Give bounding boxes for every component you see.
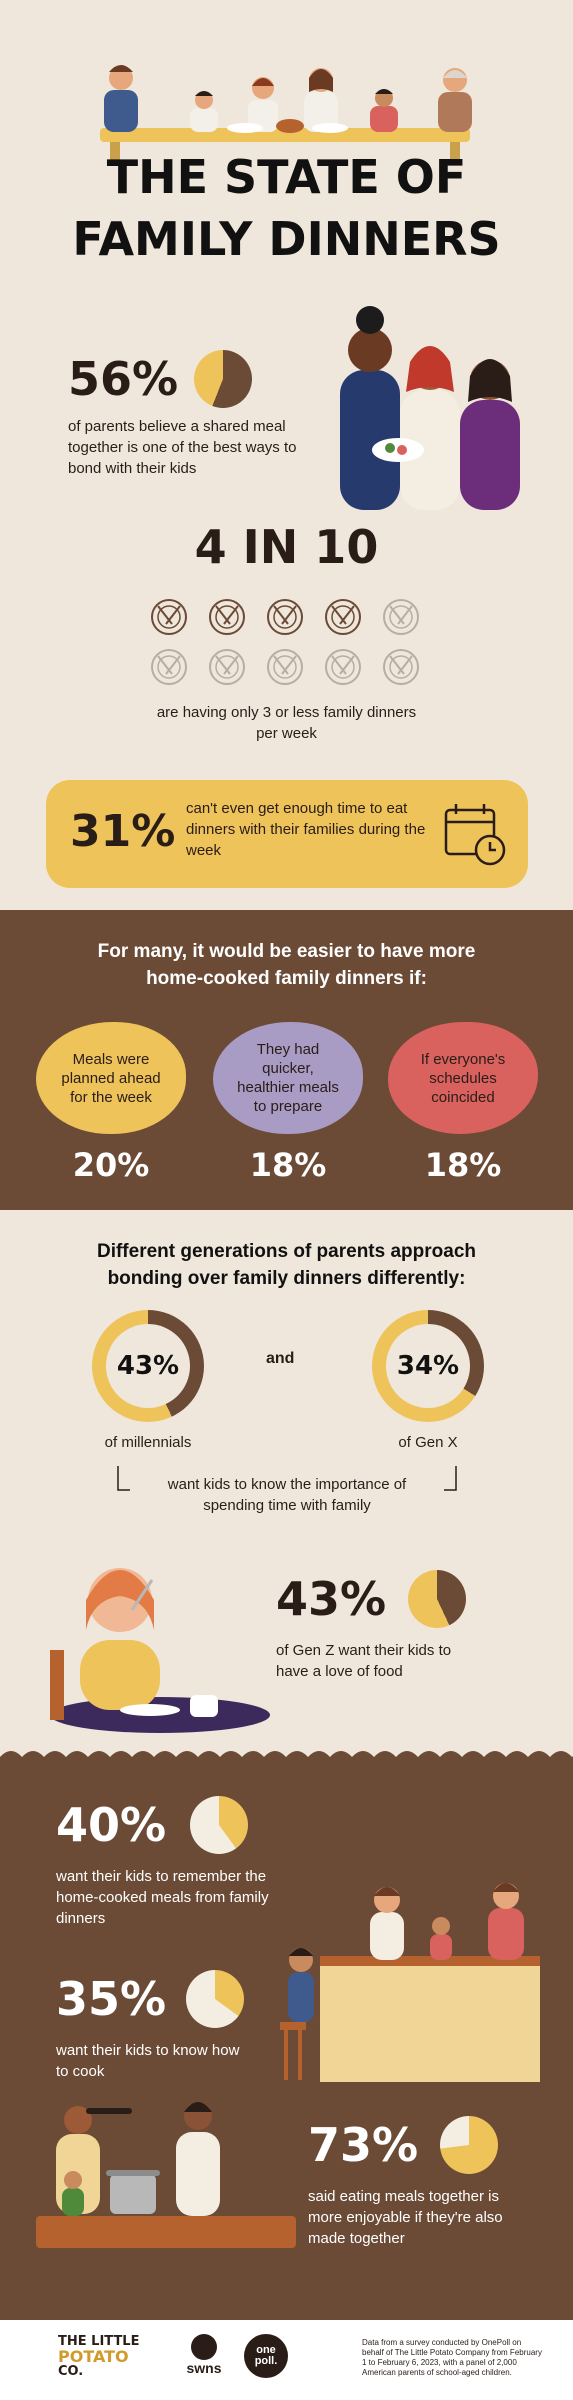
logo-line2: POTATO [58, 2347, 129, 2366]
and-label: and [266, 1350, 295, 1367]
footer-section: THE LITTLE POTATO CO. swns one poll. Dat… [0, 2320, 573, 2400]
swns-logo: swns [182, 2334, 226, 2376]
swns-mark-icon [191, 2334, 217, 2360]
plate-icon-filled [208, 598, 246, 636]
time-stat-text: can't even get enough time to eat dinner… [186, 800, 426, 859]
header-section: THE STATE OF FAMILY DINNERS [0, 0, 573, 300]
family-cooking-illustration [280, 1883, 540, 2082]
bracket-connector [117, 1466, 457, 1491]
plate-icon-empty [324, 648, 362, 686]
four-in-ten-text: are having only 3 or less family dinners… [156, 704, 417, 742]
easier-blob-label: If everyone's schedules coincided [420, 1050, 506, 1106]
genz-value: 43% [276, 1572, 387, 1626]
calendar-clock-icon [444, 804, 506, 866]
time-stat-pill: 31% can't even get enough time to eat di… [46, 780, 528, 888]
together-value: 73% [308, 2118, 419, 2172]
plate-icon-empty [266, 648, 304, 686]
family-table-illustration [100, 65, 472, 160]
together-text: said eating meals together is more enjoy… [308, 2188, 503, 2247]
four-in-ten-section: 4 IN 10 are having only 3 or less family… [0, 510, 573, 750]
generations-heading: Different generations of parents approac… [96, 1241, 476, 1289]
easier-blob: If everyone's schedules coincided [388, 1022, 538, 1134]
easier-blob: They had quicker, healthier meals to pre… [213, 1022, 363, 1134]
bond-stat-section: 56% of parents believe a shared meal tog… [0, 300, 573, 510]
easier-section: For many, it would be easier to have mor… [0, 910, 573, 1210]
genx-value: 34% [386, 1324, 470, 1408]
plate-icon-filled [266, 598, 304, 636]
easier-value: 18% [424, 1146, 502, 1184]
genx-label: of Gen X [398, 1434, 458, 1451]
plate-icon-filled [150, 598, 188, 636]
remember-pie-chart [190, 1796, 248, 1854]
plate-icon-empty [382, 648, 420, 686]
millennials-value: 43% [106, 1324, 190, 1408]
genx-ring: 34% [372, 1310, 484, 1422]
onepoll-logo: one poll. [244, 2334, 288, 2378]
remember-text: want their kids to remember the home-coo… [56, 1868, 269, 1927]
plate-icon-empty [150, 648, 188, 686]
little-potato-logo: THE LITTLE POTATO CO. [58, 2334, 139, 2379]
easier-value: 18% [249, 1146, 327, 1184]
time-stat-section: 31% can't even get enough time to eat di… [0, 750, 573, 910]
plate-icon-empty [382, 598, 420, 636]
millennials-ring: 43% [92, 1310, 204, 1422]
cook-value: 35% [56, 1972, 167, 2026]
generations-caption: want kids to know the importance of spen… [167, 1476, 407, 1514]
cooking-section: 40% want their kids to remember the home… [0, 1762, 573, 2320]
friends-illustration [340, 306, 520, 510]
cook-pie-chart [186, 1970, 244, 2028]
four-in-ten-value: 4 IN 10 [194, 520, 379, 574]
easier-heading: For many, it would be easier to have mor… [97, 941, 476, 989]
plate-icon-empty [208, 648, 246, 686]
bond-pie-chart [194, 350, 252, 408]
plate-icon-filled [324, 598, 362, 636]
plate-icon-grid [150, 598, 430, 698]
easier-blob-label: They had quicker, healthier meals to pre… [237, 1041, 339, 1115]
genz-text: of Gen Z want their kids to have a love … [276, 1642, 452, 1680]
source-note: Data from a survey conducted by OnePoll … [362, 2338, 542, 2377]
girl-eating-illustration [50, 1568, 270, 1733]
swns-label: swns [186, 2360, 222, 2376]
onepoll-label: one poll. [254, 2344, 278, 2367]
easier-value: 20% [72, 1146, 150, 1184]
genz-pie-chart [408, 1570, 466, 1628]
easier-blob-label: Meals were planned ahead for the week [61, 1050, 161, 1106]
parents-cooking-illustration [36, 2102, 296, 2248]
time-stat-value: 31% [70, 806, 176, 857]
remember-value: 40% [56, 1798, 167, 1852]
page-title-line1: THE STATE OF [106, 150, 467, 204]
page-title-line2: FAMILY DINNERS [72, 212, 501, 266]
generations-section: Different generations of parents approac… [0, 1210, 573, 1750]
together-pie-chart [440, 2116, 498, 2174]
logo-line3: CO. [58, 2364, 84, 2379]
easier-blob: Meals were planned ahead for the week [36, 1022, 186, 1134]
bond-stat-value: 56% [68, 352, 179, 406]
cook-text: want their kids to know how to cook [56, 2042, 240, 2080]
bond-stat-text: of parents believe a shared meal togethe… [68, 418, 297, 477]
logo-line1: THE LITTLE [58, 2334, 140, 2349]
millennials-label: of millennials [104, 1434, 192, 1451]
